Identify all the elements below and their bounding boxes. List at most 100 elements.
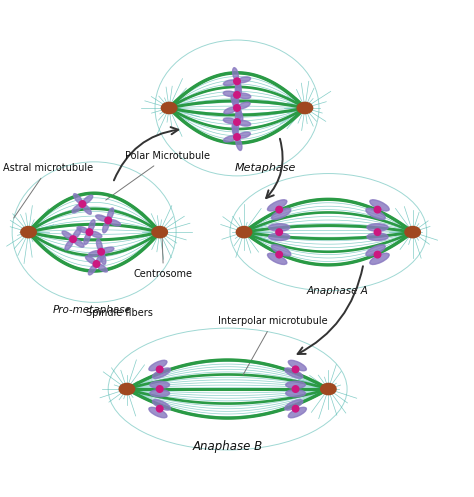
Ellipse shape: [233, 68, 238, 81]
Text: Polar Microtubule: Polar Microtubule: [106, 152, 210, 200]
Ellipse shape: [297, 102, 313, 114]
Ellipse shape: [236, 108, 241, 122]
Ellipse shape: [88, 250, 101, 256]
Ellipse shape: [237, 77, 251, 83]
Ellipse shape: [231, 95, 238, 108]
Ellipse shape: [286, 390, 305, 397]
Circle shape: [276, 206, 283, 213]
Ellipse shape: [370, 200, 389, 211]
Ellipse shape: [370, 253, 389, 264]
Ellipse shape: [288, 360, 306, 371]
Ellipse shape: [237, 132, 250, 138]
Ellipse shape: [237, 227, 252, 238]
Ellipse shape: [223, 118, 237, 124]
Ellipse shape: [77, 227, 89, 233]
Text: Interpolar microtubule: Interpolar microtubule: [218, 317, 328, 375]
Ellipse shape: [269, 224, 290, 231]
Circle shape: [276, 251, 283, 258]
Ellipse shape: [237, 102, 250, 109]
Circle shape: [156, 406, 163, 412]
Ellipse shape: [73, 194, 82, 204]
Ellipse shape: [107, 208, 114, 220]
Ellipse shape: [366, 245, 385, 256]
Ellipse shape: [84, 233, 91, 245]
Ellipse shape: [236, 108, 243, 121]
Circle shape: [234, 91, 240, 98]
Ellipse shape: [103, 221, 109, 233]
Text: Spindle fibers: Spindle fibers: [86, 308, 153, 318]
Circle shape: [234, 119, 240, 125]
Ellipse shape: [73, 239, 84, 247]
Ellipse shape: [161, 102, 177, 114]
Ellipse shape: [62, 231, 73, 240]
Circle shape: [234, 134, 240, 140]
Ellipse shape: [21, 227, 36, 238]
Text: Pro-metaphase: Pro-metaphase: [52, 305, 131, 315]
Ellipse shape: [224, 136, 237, 142]
Ellipse shape: [89, 220, 95, 232]
Ellipse shape: [82, 204, 91, 214]
Ellipse shape: [267, 253, 287, 264]
Ellipse shape: [97, 239, 102, 251]
Ellipse shape: [320, 383, 336, 395]
Circle shape: [156, 366, 163, 373]
Ellipse shape: [109, 220, 120, 226]
Ellipse shape: [82, 195, 93, 204]
Text: Anaphase A: Anaphase A: [307, 286, 369, 296]
Circle shape: [234, 105, 240, 111]
Ellipse shape: [237, 93, 251, 98]
Circle shape: [79, 201, 86, 207]
Circle shape: [276, 229, 283, 236]
Ellipse shape: [367, 233, 388, 241]
Ellipse shape: [90, 231, 102, 238]
Ellipse shape: [96, 253, 105, 264]
Ellipse shape: [367, 224, 388, 231]
Ellipse shape: [96, 215, 108, 221]
Text: Anaphase B: Anaphase B: [192, 440, 263, 453]
Ellipse shape: [85, 256, 96, 264]
Ellipse shape: [236, 137, 242, 151]
Circle shape: [234, 78, 240, 84]
Ellipse shape: [269, 233, 290, 241]
Ellipse shape: [153, 368, 171, 378]
Ellipse shape: [288, 408, 306, 418]
Ellipse shape: [119, 383, 135, 395]
Circle shape: [105, 217, 111, 224]
Circle shape: [292, 366, 299, 373]
Ellipse shape: [97, 263, 108, 272]
Ellipse shape: [267, 200, 287, 211]
Ellipse shape: [72, 204, 82, 213]
Ellipse shape: [272, 208, 291, 220]
Ellipse shape: [405, 227, 420, 238]
Ellipse shape: [233, 95, 239, 108]
Circle shape: [98, 248, 104, 255]
Text: Astral microtubule: Astral microtubule: [3, 163, 93, 218]
Ellipse shape: [232, 124, 238, 137]
Circle shape: [292, 406, 299, 412]
Ellipse shape: [152, 227, 167, 238]
Ellipse shape: [235, 81, 241, 94]
Circle shape: [292, 386, 299, 392]
Ellipse shape: [236, 82, 241, 95]
Circle shape: [93, 261, 100, 267]
Ellipse shape: [150, 381, 170, 388]
Ellipse shape: [223, 91, 237, 96]
Ellipse shape: [233, 122, 238, 136]
Ellipse shape: [224, 107, 237, 114]
Ellipse shape: [285, 400, 303, 410]
Text: Centrosome: Centrosome: [134, 237, 193, 279]
Ellipse shape: [286, 381, 305, 388]
Circle shape: [374, 206, 381, 213]
Ellipse shape: [88, 264, 97, 275]
Ellipse shape: [237, 120, 251, 126]
Ellipse shape: [153, 400, 171, 410]
Ellipse shape: [101, 247, 114, 253]
Ellipse shape: [366, 208, 385, 220]
Circle shape: [86, 229, 93, 236]
Circle shape: [374, 229, 381, 236]
Ellipse shape: [100, 252, 106, 264]
Ellipse shape: [149, 360, 167, 371]
Ellipse shape: [285, 368, 303, 378]
Text: Metaphase: Metaphase: [235, 163, 296, 173]
Circle shape: [70, 236, 76, 243]
